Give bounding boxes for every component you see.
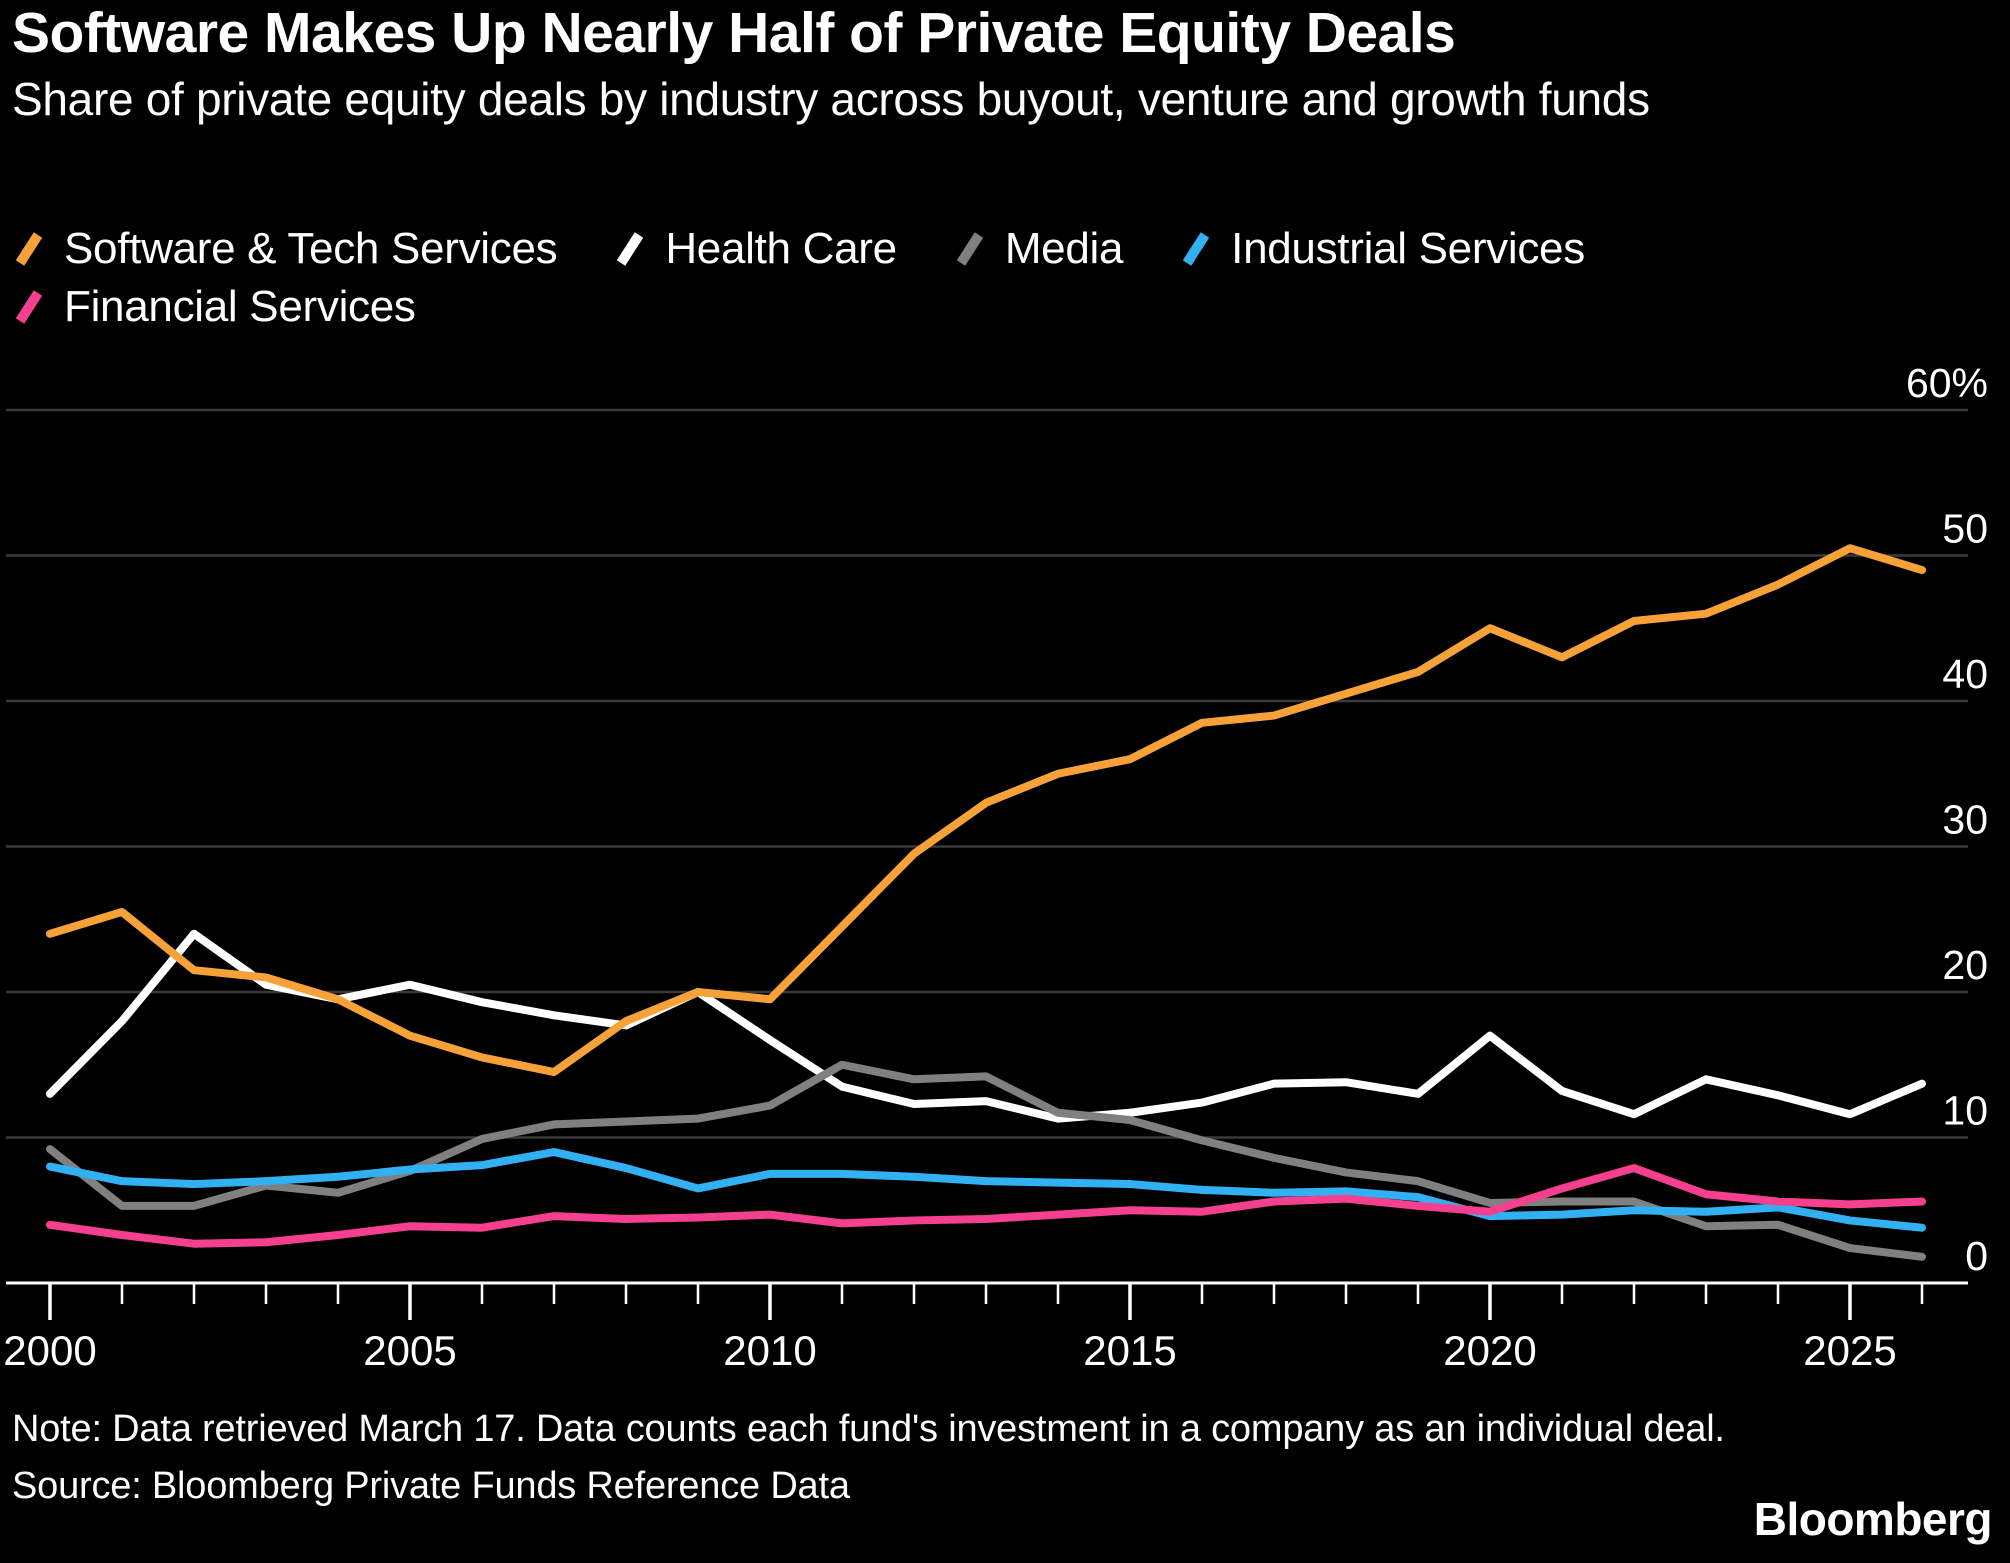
chart-legend: Software & Tech Services Health Care Med…	[12, 224, 1972, 340]
x-axis-label-2010: 2010	[723, 1327, 816, 1374]
line-swatch-icon	[15, 290, 43, 324]
chart-subtitle: Share of private equity deals by industr…	[12, 72, 1650, 125]
chart-footer: Note: Data retrieved March 17. Data coun…	[12, 1408, 1998, 1522]
line-swatch-icon	[956, 232, 984, 266]
y-axis-label-40: 40	[1942, 651, 1988, 697]
legend-label: Financial Services	[64, 282, 416, 331]
series-line-health-care	[46, 929, 1926, 1123]
legend-item-financial-services: Financial Services	[12, 282, 416, 332]
y-axis-label-30: 30	[1942, 797, 1988, 843]
y-axis-label-20: 20	[1942, 942, 1988, 988]
legend-label: Media	[1004, 224, 1124, 273]
legend-label: Health Care	[665, 224, 897, 273]
legend-label: Industrial Services	[1231, 224, 1585, 273]
chart-title: Software Makes Up Nearly Half of Private…	[12, 1, 1456, 65]
x-axis-label-2005: 2005	[363, 1327, 456, 1374]
legend-row: Software & Tech Services Health Care Med…	[12, 224, 1972, 282]
legend-item-health-care: Health Care	[613, 224, 897, 274]
series-line-software-tech-services	[46, 544, 1926, 1077]
y-axis-label-10: 10	[1942, 1088, 1988, 1134]
x-axis-label-2025: 2025	[1803, 1327, 1896, 1374]
y-axis-label-50: 50	[1942, 506, 1988, 552]
legend-row: Financial Services	[12, 282, 1972, 340]
x-axis-label-2015: 2015	[1083, 1327, 1176, 1374]
legend-label: Software & Tech Services	[64, 224, 558, 273]
line-swatch-icon	[617, 232, 644, 266]
source-line: Source: Bloomberg Private Funds Referenc…	[12, 1465, 850, 1507]
x-axis-label-2000: 2000	[3, 1327, 96, 1374]
chart-header: Software Makes Up Nearly Half of Private…	[12, 1, 1972, 125]
series-line-industrial-services	[46, 1148, 1926, 1232]
line-swatch-icon	[1182, 232, 1210, 266]
legend-item-software-tech-services: Software & Tech Services	[12, 224, 558, 274]
bloomberg-logo: Bloomberg	[1753, 1493, 1993, 1545]
x-axis-label-2020: 2020	[1443, 1327, 1536, 1374]
series-line-financial-services	[46, 1164, 1926, 1248]
legend-item-industrial-services: Industrial Services	[1179, 224, 1585, 274]
line-swatch-icon	[15, 232, 43, 266]
y-axis-label-60: 60%	[1906, 360, 1988, 406]
footnote: Note: Data retrieved March 17. Data coun…	[12, 1408, 1725, 1450]
legend-item-media: Media	[953, 224, 1123, 274]
y-axis-label-0: 0	[1965, 1233, 1988, 1279]
series-line-media	[46, 1060, 1926, 1261]
